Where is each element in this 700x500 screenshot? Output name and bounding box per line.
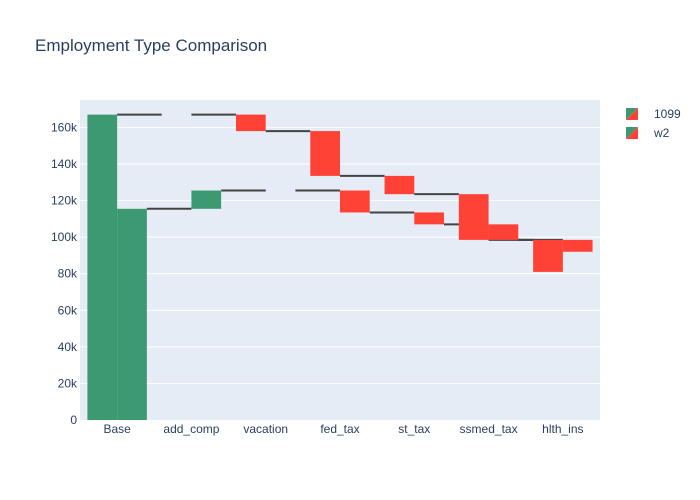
waterfall-bar[interactable] [310,131,340,176]
waterfall-bar[interactable] [458,194,489,240]
waterfall-bar[interactable] [384,175,415,195]
x-axis: Base add_comp vacation fed_tax st_tax ssmed_t… [103,422,583,436]
waterfall-bar[interactable] [488,224,519,240]
legend-label: 1099 [654,107,681,121]
waterfall-bar[interactable] [117,208,147,420]
waterfall-bar[interactable] [87,114,118,420]
waterfall-bar[interactable] [414,212,444,225]
y-tick-label: 40k [58,340,78,354]
legend-swatch-decreasing [626,127,638,139]
y-tick-label: 120k [51,194,78,208]
waterfall-bar[interactable] [340,190,370,213]
x-tick-label: vacation [243,422,288,436]
chart-title: Employment Type Comparison [35,36,267,55]
y-tick-label: 20k [58,376,78,390]
y-tick-label: 160k [51,120,78,134]
x-tick-label: fed_tax [320,422,359,436]
legend-label: w2 [653,126,670,140]
y-tick-label: 0 [70,413,77,427]
y-tick-label: 60k [58,303,78,317]
waterfall-bar[interactable] [191,190,222,209]
x-tick-label: st_tax [398,422,430,436]
bars [87,114,593,420]
waterfall-bar[interactable] [236,114,266,132]
x-tick-label: hlth_ins [542,422,583,436]
legend-item[interactable]: w2 [626,126,670,140]
waterfall-bar[interactable] [533,239,563,272]
legend[interactable]: 1099 w2 [626,107,681,140]
legend-item[interactable]: 1099 [626,107,681,121]
x-tick-label: ssmed_tax [460,422,518,436]
y-axis: 0 20k 40k 60k 80k 100k 120k 140k 160k [51,120,78,427]
y-tick-label: 100k [51,230,78,244]
x-tick-label: Base [103,422,131,436]
x-tick-label: add_comp [163,422,219,436]
y-tick-label: 140k [51,157,78,171]
waterfall-bar[interactable] [562,239,593,252]
y-tick-label: 80k [58,267,78,281]
legend-swatch-decreasing [626,108,638,120]
